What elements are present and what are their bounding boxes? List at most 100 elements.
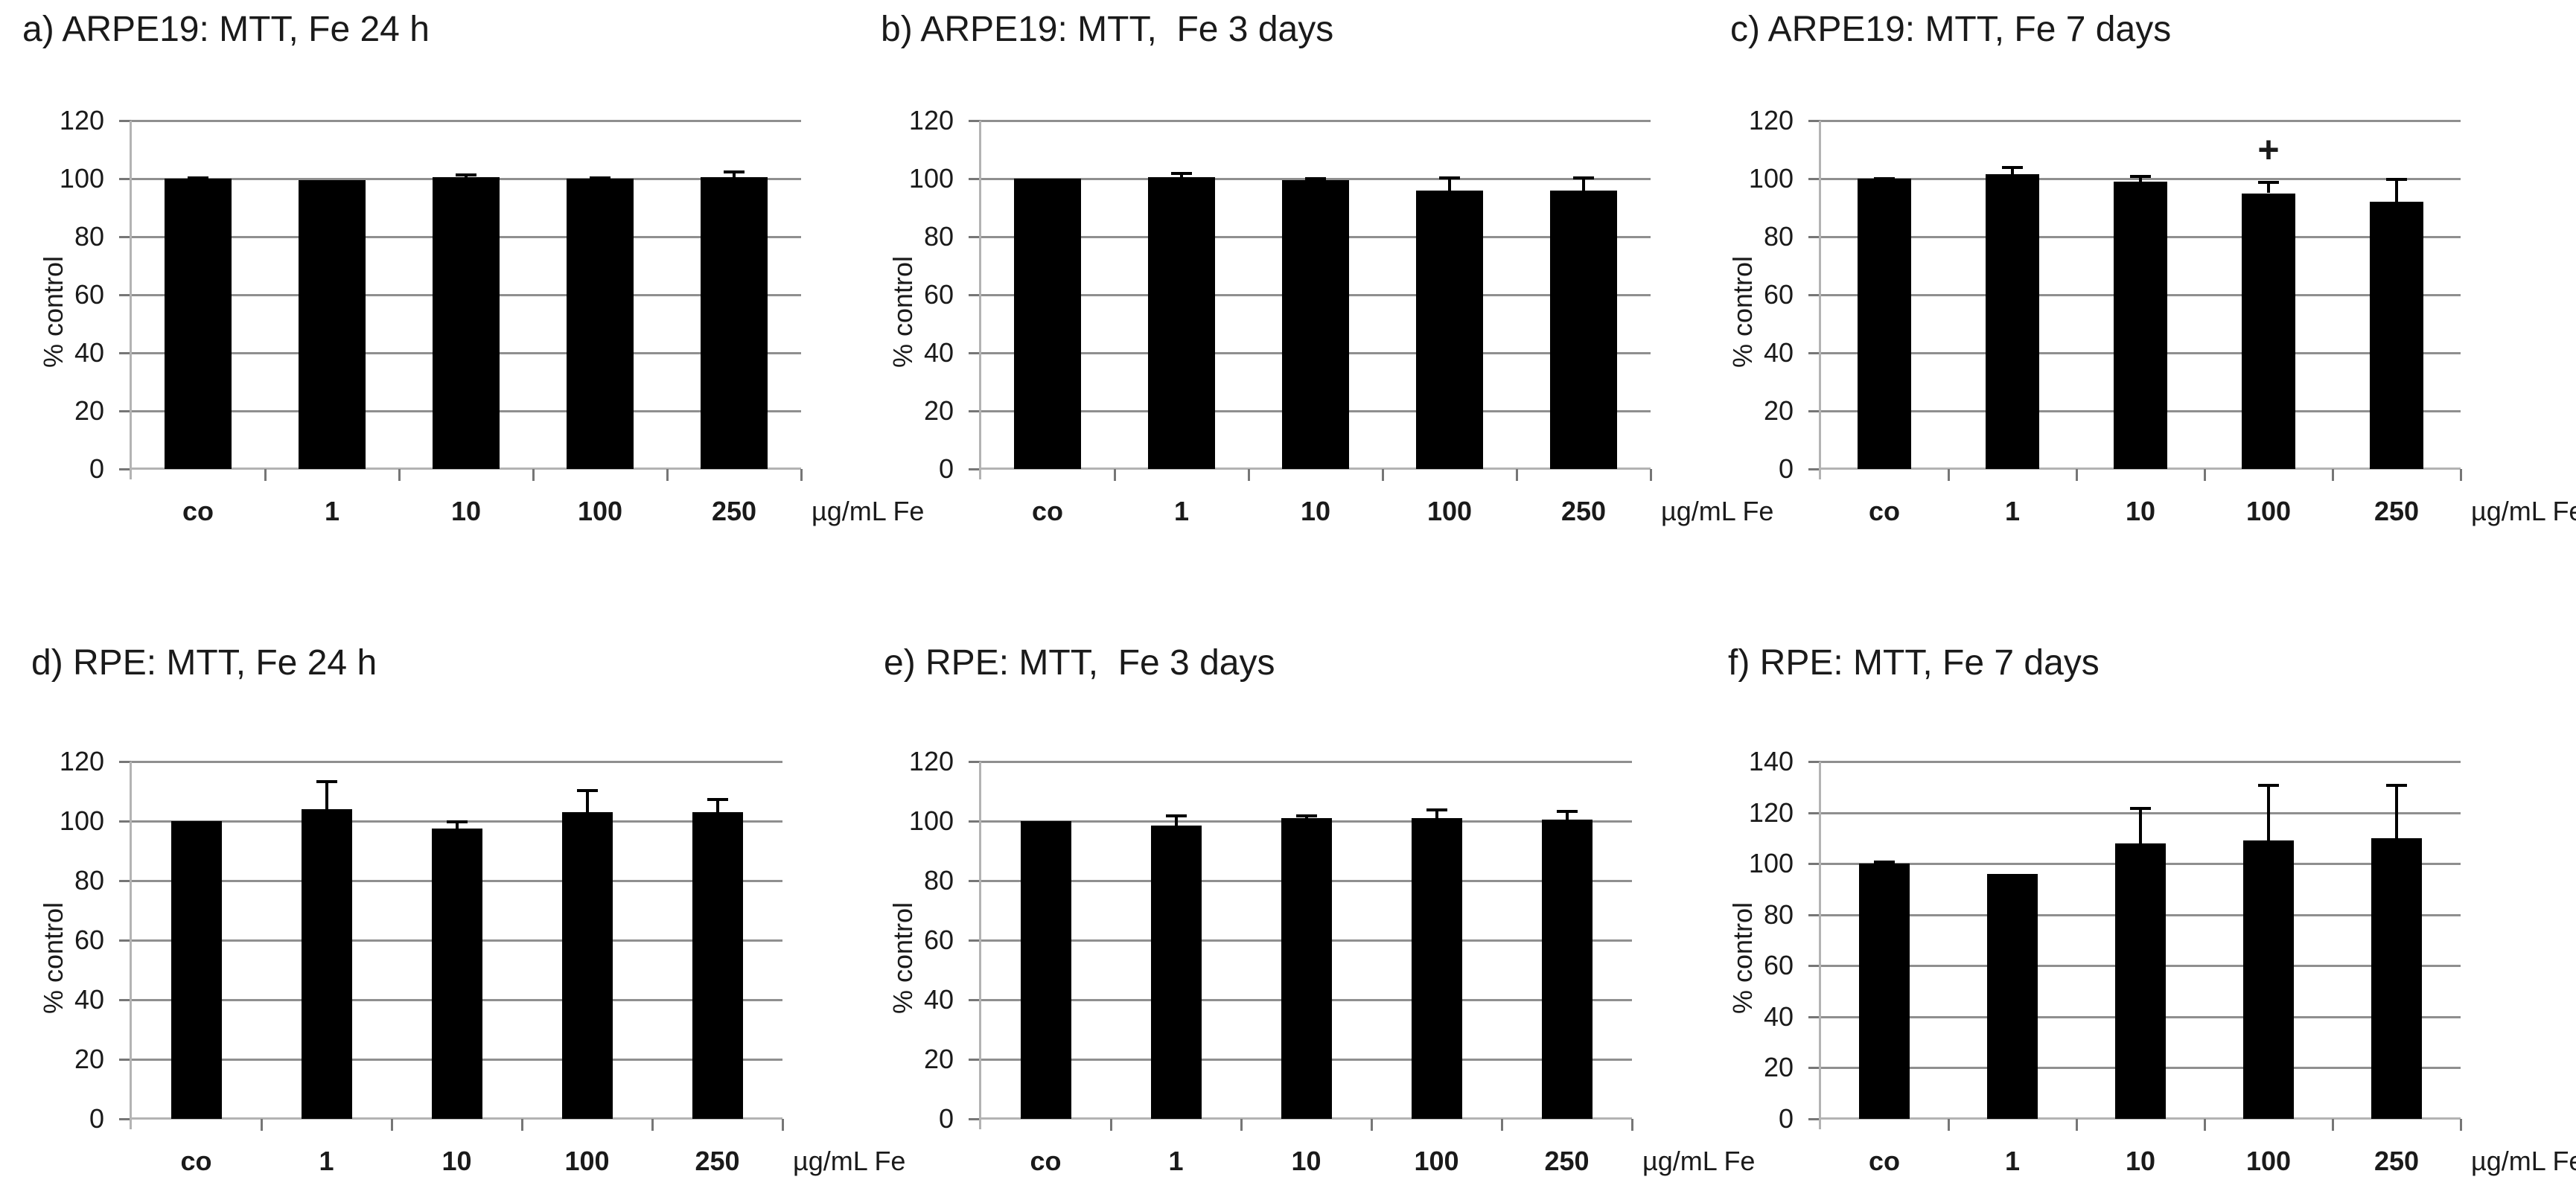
error-bar-stem (2011, 167, 2014, 175)
y-tick-label: 80 (74, 221, 104, 252)
category-label: 10 (2125, 496, 2156, 526)
chart-panel-b: b) ARPE19: MTT, Fe 3 days 0 20 40 60 80 100 12… (858, 0, 1773, 600)
error-bar-stem (325, 781, 328, 809)
y-tick (969, 178, 981, 180)
y-tick (119, 1059, 131, 1061)
x-tick (1382, 469, 1384, 481)
error-bar-cap (2386, 178, 2407, 181)
y-tick (969, 120, 981, 122)
y-axis-line (1819, 762, 1821, 1129)
error-bar-cap (1556, 810, 1578, 813)
category-label: 1 (319, 1146, 334, 1176)
category-label: co (1868, 1146, 1900, 1176)
error-bar-cap (1171, 172, 1192, 176)
category-label: 250 (1544, 1146, 1590, 1176)
error-bar-stem (2267, 181, 2270, 194)
category-label: 250 (711, 496, 757, 526)
plot-area: 0 20 40 60 80 100 120 % control co 1 10 100 250 µg/mL… (887, 746, 1755, 1176)
bar-100 (567, 179, 634, 469)
y-tick-label: 100 (908, 805, 954, 836)
category-label: 10 (2125, 1146, 2156, 1176)
error-bar-cap (1573, 176, 1594, 180)
bar-1 (1987, 873, 2038, 1119)
y-axis-title: % control (1727, 901, 1758, 1015)
plot-area: 0 20 40 60 80 100 120 % control co 1 10 100 250 µg/mL… (38, 746, 905, 1176)
bar-1 (1986, 174, 2039, 469)
chart-panel-e: e) RPE: MTT, Fe 3 days 0 20 40 60 80 100 120 % … (858, 600, 1755, 1200)
y-tick-label: 20 (923, 395, 954, 426)
y-tick-label: 40 (1763, 337, 1794, 368)
y-tick (119, 1118, 131, 1120)
error-bar-cap (707, 798, 728, 801)
y-tick (1808, 965, 1820, 968)
x-tick (2204, 1119, 2206, 1131)
y-tick (1808, 468, 1820, 470)
y-tick (119, 820, 131, 823)
y-axis-line (979, 121, 981, 479)
y-tick-label: 100 (59, 163, 104, 194)
y-tick (119, 178, 131, 180)
y-tick-label: 120 (1748, 797, 1794, 828)
chart-panel-d: d) RPE: MTT, Fe 24 h 0 20 40 60 80 100 120 % co… (0, 600, 905, 1200)
category-label: 10 (450, 496, 482, 526)
error-bar-cap (2258, 180, 2279, 184)
x-unit-label: µg/mL Fe (2471, 496, 2576, 526)
bar-250 (701, 177, 768, 469)
y-tick-label: 60 (923, 279, 954, 310)
error-bar-stem (1448, 177, 1451, 191)
x-tick (2332, 469, 2334, 481)
error-bar-cap (1165, 814, 1187, 817)
bar-1 (301, 809, 352, 1119)
y-axis-title: % control (1727, 256, 1758, 368)
y-tick (1808, 761, 1820, 763)
bar-100 (1416, 190, 1483, 469)
x-tick (391, 1119, 393, 1131)
x-tick (521, 1119, 523, 1131)
error-bar-stem (2139, 176, 2142, 182)
category-label: 1 (1168, 1146, 1184, 1176)
y-tick-label: 0 (938, 453, 954, 484)
gridline (981, 761, 1632, 763)
y-axis-title: % control (887, 901, 918, 1015)
y-tick-label: 120 (59, 746, 104, 776)
y-tick (969, 468, 981, 470)
y-tick (969, 352, 981, 354)
x-tick (1248, 469, 1250, 481)
y-axis-line (130, 762, 132, 1129)
x-tick (1650, 469, 1652, 481)
bar-250 (1541, 820, 1593, 1119)
y-axis-line (1819, 121, 1821, 479)
bar-10 (431, 829, 482, 1119)
y-tick-label: 40 (74, 337, 104, 368)
x-tick (2460, 469, 2462, 481)
error-bar-stem (1565, 811, 1569, 820)
gridline (131, 120, 801, 122)
error-bar-cap (2386, 783, 2407, 787)
category-label: 10 (441, 1146, 472, 1176)
bar-250 (692, 812, 743, 1119)
error-bar-cap (446, 820, 468, 823)
x-tick (2076, 1119, 2078, 1131)
category-label: co (1031, 496, 1063, 526)
y-tick (119, 294, 131, 296)
y-tick-label: 40 (923, 984, 954, 1015)
y-tick (969, 410, 981, 412)
y-tick-label: 0 (89, 453, 104, 484)
plot-area: 0 20 40 60 80 100 120 % control co 1 10 100 250 µg/mL… (1727, 105, 2576, 526)
error-bar-cap (2130, 806, 2151, 810)
category-label: 10 (1291, 1146, 1322, 1176)
category-label: 1 (2004, 1146, 2021, 1176)
x-tick (1501, 1119, 1503, 1131)
x-unit-label: µg/mL Fe (793, 1146, 906, 1176)
x-tick (2460, 1119, 2462, 1131)
bar-10 (2115, 843, 2166, 1119)
x-tick (532, 469, 535, 481)
y-tick-label: 100 (908, 163, 954, 194)
error-bar-stem (2395, 179, 2398, 202)
error-bar-cap (590, 176, 610, 180)
y-tick-label: 100 (1748, 848, 1794, 879)
bar-250 (2370, 202, 2423, 469)
y-tick-label: 0 (89, 1103, 104, 1134)
error-bar-cap (1295, 814, 1317, 817)
x-tick (1110, 1119, 1112, 1131)
